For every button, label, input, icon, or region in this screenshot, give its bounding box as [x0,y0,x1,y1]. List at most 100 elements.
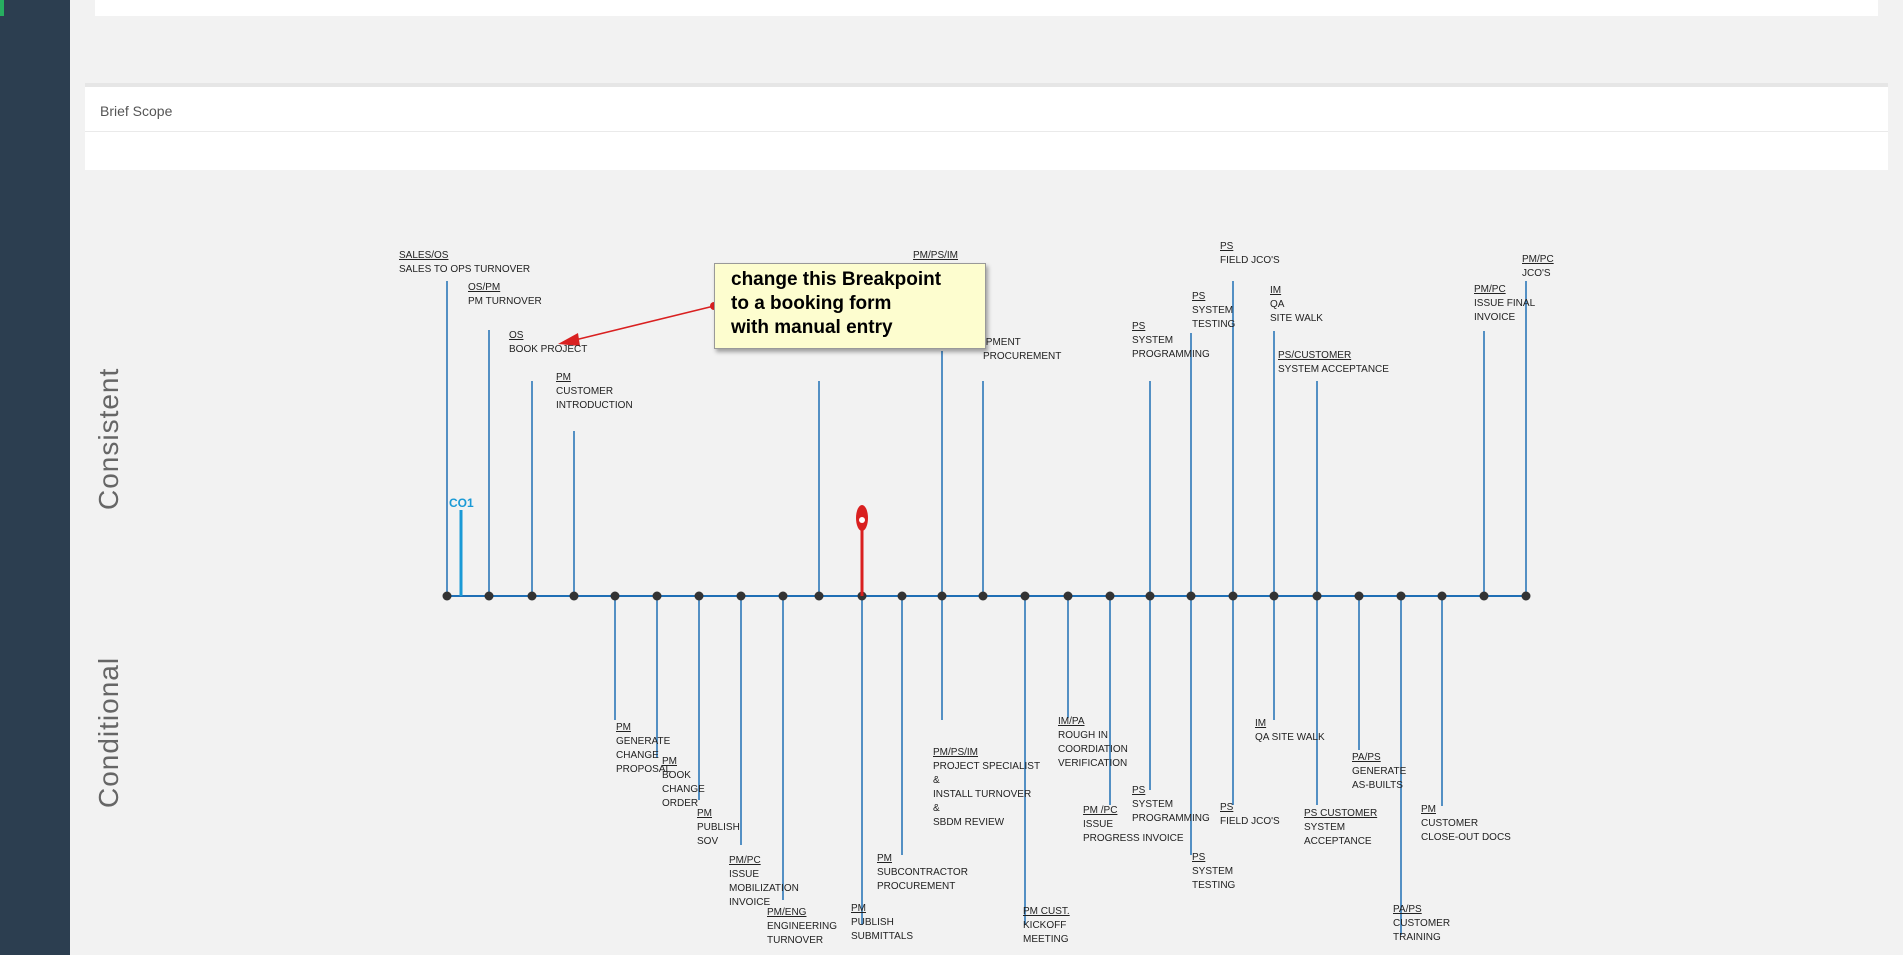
consistent-event[interactable]: PM CUSTOMER INTRODUCTION [556,371,633,413]
conditional-event[interactable]: PM /PC ISSUE PROGRESS INVOICE [1083,804,1184,846]
timeline-node[interactable] [527,591,537,601]
timeline-node[interactable] [778,591,788,601]
conditional-event[interactable]: PM PUBLISH SUBMITTALS [851,902,913,944]
event-role-code: PM [662,756,677,767]
timeline-node[interactable] [1228,591,1238,601]
conditional-event[interactable]: PA/PS CUSTOMER TRAINING [1393,903,1450,945]
conditional-event[interactable]: PS CUSTOMER SYSTEM ACCEPTANCE [1304,807,1377,849]
brief-scope-title: Brief Scope [100,103,173,119]
event-description: SYSTEM PROGRAMMING [1132,335,1210,360]
event-description: SYSTEM PROGRAMMING [1132,799,1210,824]
event-description: FIELD JCO'S [1220,816,1280,827]
event-role-code: PM/PC [1522,254,1554,265]
timeline-node[interactable] [610,591,620,601]
consistent-event[interactable]: PS FIELD JCO'S [1220,240,1280,268]
event-description: KICKOFF MEETING [1023,920,1069,945]
timeline-node[interactable] [736,591,746,601]
event-description: PM TURNOVER [468,296,542,307]
event-role-code: SALES/OS [399,250,449,261]
consistent-event[interactable]: OS BOOK PROJECT [509,329,587,357]
timeline-node[interactable] [694,591,704,601]
event-role-code: PM [1421,804,1436,815]
event-description: PROJECT SPECIALIST & INSTALL TURNOVER & … [933,761,1041,828]
consistent-event[interactable]: SALES/OS SALES TO OPS TURNOVER [399,249,530,277]
conditional-event[interactable]: PM/PS/IM PROJECT SPECIALIST & INSTALL TUR… [933,746,1040,830]
sidebar-active-indicator [0,0,4,16]
event-role-code: PA/PS [1352,752,1381,763]
timeline-node[interactable] [814,591,824,601]
event-role-code: IM [1255,718,1267,729]
timeline-node[interactable] [442,591,452,601]
event-role-code: PS [1220,241,1234,252]
annotation-callout: change this Breakpoint to a booking form… [714,263,986,349]
event-role-code: PS CUSTOMER [1304,808,1378,819]
event-role-code: PS [1192,291,1206,302]
event-role-code: PS [1192,852,1206,863]
timeline-node[interactable] [652,591,662,601]
consistent-event[interactable]: PM/PC ISSUE FINAL INVOICE [1474,283,1535,325]
consistent-event[interactable]: PS/CUSTOMER SYSTEM ACCEPTANCE [1278,349,1389,377]
event-description: IPMENT PROCUREMENT [983,337,1062,362]
event-role-code: PM/PS/IM [933,747,979,758]
conditional-event[interactable]: PM SUBCONTRACTOR PROCUREMENT [877,852,968,894]
conditional-event[interactable]: PM GENERATE CHANGE PROPOSAL [616,721,671,777]
event-role-code: PM [556,372,571,383]
consistent-event[interactable]: PM/PC JCO'S [1522,253,1554,281]
event-description: SYSTEM ACCEPTANCE [1278,364,1389,375]
event-description: PUBLISH SUBMITTALS [851,917,914,942]
conditional-event[interactable]: PM CUST. KICKOFF MEETING [1023,905,1070,947]
event-description: ENGINEERING TURNOVER [767,921,838,946]
conditional-event[interactable]: PS SYSTEM PROGRAMMING [1132,784,1210,826]
timeline-node[interactable] [1020,591,1030,601]
timeline-node[interactable] [1063,591,1073,601]
event-description: CUSTOMER CLOSE-OUT DOCS [1421,818,1511,843]
brief-scope-panel: Brief Scope [85,83,1888,170]
event-role-code: PM [697,808,712,819]
timeline-node[interactable] [937,591,947,601]
consistent-event[interactable]: IM QA SITE WALK [1270,284,1323,326]
event-role-code: PM [616,722,631,733]
conditional-event[interactable]: PA/PS GENERATE AS-BUILTS [1352,751,1406,793]
timeline-node[interactable] [1437,591,1447,601]
timeline-node[interactable] [897,591,907,601]
consistent-event[interactable]: OS/PM PM TURNOVER [468,281,542,309]
timeline-node[interactable] [484,591,494,601]
timeline-node[interactable] [978,591,988,601]
timeline-node[interactable] [1312,591,1322,601]
timeline-node[interactable] [1521,591,1531,601]
consistent-event[interactable]: IPMENT PROCUREMENT [983,336,1061,364]
conditional-event[interactable]: IM QA SITE WALK [1255,717,1325,745]
timeline-node[interactable] [1269,591,1279,601]
conditional-event[interactable]: PM BOOK CHANGE ORDER [662,755,705,811]
event-role-code: PM CUST. [1023,906,1070,917]
conditional-event[interactable]: PM PUBLISH SOV [697,807,740,849]
callout-text: change this Breakpoint to a booking form… [731,269,942,338]
timeline-node[interactable] [1354,591,1364,601]
breakpoint-marker[interactable] [856,505,868,596]
timeline-node[interactable] [1396,591,1406,601]
event-role-code: PM [851,903,866,914]
timeline-node[interactable] [1105,591,1115,601]
conditional-event[interactable]: PS FIELD JCO'S [1220,801,1280,829]
event-description: SYSTEM TESTING [1192,305,1236,330]
conditional-event[interactable]: PS SYSTEM TESTING [1192,851,1235,893]
event-description: SYSTEM TESTING [1192,866,1236,891]
consistent-event[interactable]: PS SYSTEM PROGRAMMING [1132,320,1210,362]
timeline-node[interactable] [1186,591,1196,601]
conditional-event[interactable]: PM/ENG ENGINEERING TURNOVER [767,906,837,948]
timeline-node[interactable] [1145,591,1155,601]
conditional-event[interactable]: PM/PC ISSUE MOBILIZATION INVOICE [729,854,799,910]
sidebar [0,0,70,955]
event-role-code: PM/PC [729,855,761,866]
timeline-node[interactable] [569,591,579,601]
timeline-node[interactable] [1479,591,1489,601]
event-description: ISSUE FINAL INVOICE [1474,298,1536,323]
consistent-event[interactable]: PS SYSTEM TESTING [1192,290,1235,332]
event-role-code: PM/PS/IM [913,250,959,261]
event-role-code: PM /PC [1083,805,1118,816]
event-role-code: IM/PA [1058,716,1085,727]
event-description: FIELD JCO'S [1220,255,1280,266]
conditional-event[interactable]: PM CUSTOMER CLOSE-OUT DOCS [1421,803,1511,845]
conditional-event[interactable]: IM/PA ROUGH IN COORDIATION VERIFICATION [1058,715,1128,771]
